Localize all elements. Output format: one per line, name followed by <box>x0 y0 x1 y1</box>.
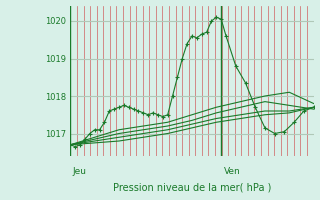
Text: Jeu: Jeu <box>73 166 87 176</box>
Text: Ven: Ven <box>224 166 240 176</box>
Text: Pression niveau de la mer( hPa ): Pression niveau de la mer( hPa ) <box>113 183 271 193</box>
